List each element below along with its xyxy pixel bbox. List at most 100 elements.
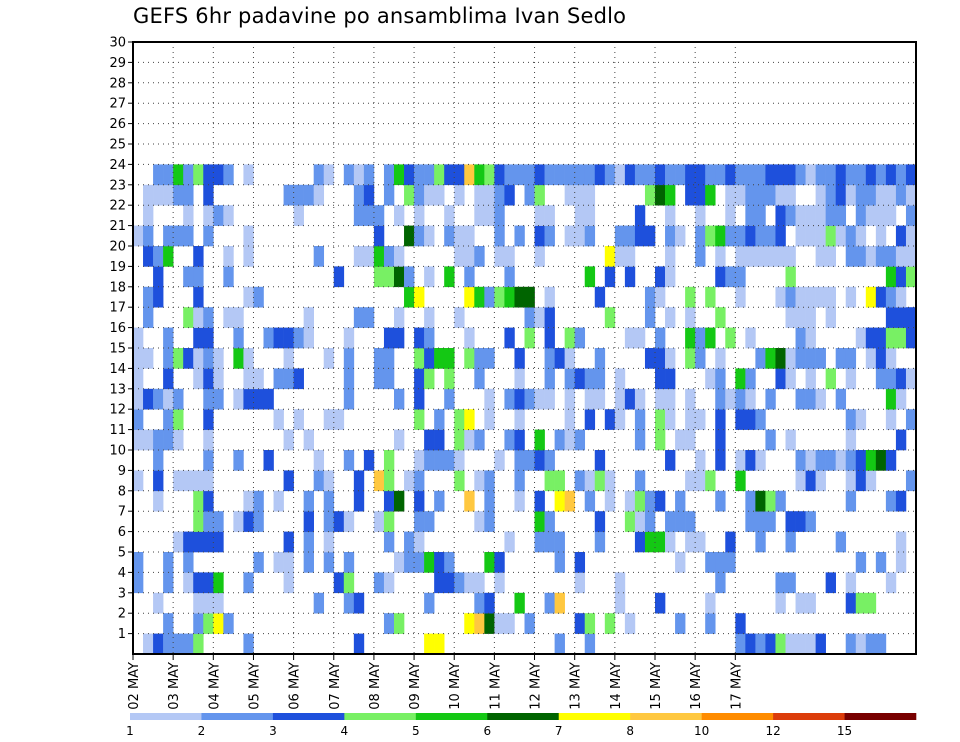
heatmap-cell	[644, 348, 656, 369]
heatmap-cell	[243, 572, 254, 594]
heatmap-cell	[855, 450, 867, 471]
heatmap-cell	[785, 368, 796, 390]
heatmap-cell	[383, 531, 395, 553]
heatmap-cell	[604, 470, 616, 492]
heatmap-cell	[655, 368, 666, 390]
heatmap-cell	[253, 511, 264, 532]
heatmap-cell	[845, 368, 857, 390]
heatmap-cell	[263, 327, 274, 349]
heatmap-cell	[805, 286, 816, 308]
heatmap-cell	[554, 592, 565, 614]
heatmap-cell	[745, 388, 756, 410]
heatmap-cell	[845, 184, 857, 206]
heatmap-cell	[133, 368, 144, 390]
heatmap-cell	[143, 205, 154, 226]
heatmap-cell	[895, 531, 907, 553]
heatmap-cell	[173, 388, 184, 410]
heatmap-cell	[775, 246, 786, 267]
heatmap-cell	[584, 409, 596, 430]
heatmap-cell	[805, 388, 816, 410]
heatmap-cell	[183, 184, 194, 206]
heatmap-cell	[183, 572, 194, 594]
heatmap-cell	[133, 348, 144, 369]
heatmap-cell	[544, 205, 555, 226]
x-tick-label: 11 MAY	[488, 662, 503, 710]
heatmap-cell	[514, 592, 525, 614]
colorbar-label: 2	[198, 724, 206, 738]
heatmap-cell	[484, 592, 495, 614]
heatmap-cell	[655, 388, 666, 410]
heatmap-cell	[685, 470, 696, 492]
heatmap-cell	[685, 531, 696, 553]
x-tick-label: 13 MAY	[569, 662, 584, 710]
heatmap-cell	[524, 164, 535, 186]
heatmap-cell	[775, 348, 786, 369]
heatmap-cell	[424, 552, 435, 573]
heatmap-cell	[725, 225, 736, 247]
heatmap-cell	[173, 225, 184, 247]
heatmap-cell	[394, 490, 405, 512]
heatmap-cell	[785, 164, 796, 186]
heatmap-cell	[343, 592, 355, 614]
heatmap-cell	[905, 205, 917, 226]
heatmap-cell	[584, 470, 596, 492]
heatmap-cell	[213, 388, 224, 410]
heatmap-cell	[584, 613, 596, 634]
heatmap-cell	[383, 246, 395, 267]
heatmap-cell	[705, 470, 716, 492]
heatmap-cell	[363, 307, 375, 328]
heatmap-cell	[133, 429, 144, 451]
heatmap-cell	[725, 184, 736, 206]
heatmap-cell	[614, 225, 626, 247]
heatmap-cell	[404, 286, 415, 308]
heatmap-cell	[755, 409, 766, 430]
heatmap-cell	[173, 633, 184, 655]
heatmap-cell	[383, 470, 395, 492]
heatmap-cell	[594, 470, 606, 492]
heatmap-cell	[434, 450, 445, 471]
heatmap-cell	[554, 348, 565, 369]
heatmap-cell	[865, 246, 877, 267]
heatmap-cell	[474, 429, 485, 451]
heatmap-cell	[383, 490, 395, 512]
heatmap-cell	[534, 429, 545, 451]
heatmap-cell	[544, 286, 555, 308]
heatmap-cell	[705, 286, 716, 308]
heatmap-cell	[504, 531, 515, 553]
heatmap-cell	[765, 511, 776, 532]
heatmap-cell	[634, 327, 646, 349]
heatmap-cell	[263, 388, 274, 410]
heatmap-cell	[464, 266, 475, 288]
heatmap-cell	[655, 592, 666, 614]
y-tick-label: 4	[118, 566, 126, 581]
heatmap-cell	[394, 205, 405, 226]
heatmap-cell	[614, 409, 626, 430]
heatmap-cell	[163, 368, 174, 390]
heatmap-cell	[594, 388, 606, 410]
heatmap-cell	[183, 266, 194, 288]
heatmap-cell	[715, 164, 726, 186]
heatmap-cell	[243, 388, 254, 410]
heatmap-cell	[223, 266, 234, 288]
heatmap-cell	[835, 184, 847, 206]
heatmap-cell	[213, 592, 224, 614]
heatmap-cell	[484, 286, 495, 308]
heatmap-cell	[484, 388, 495, 410]
heatmap-cell	[424, 450, 435, 471]
heatmap-cell	[464, 327, 475, 349]
heatmap-cell	[474, 368, 485, 390]
heatmap-cell	[534, 490, 545, 512]
heatmap-cell	[303, 184, 314, 206]
heatmap-cell	[474, 164, 485, 186]
heatmap-cell	[905, 470, 917, 492]
heatmap-cell	[504, 388, 515, 410]
heatmap-cell	[815, 470, 826, 492]
heatmap-cell	[163, 388, 174, 410]
heatmap-cell	[875, 327, 887, 349]
heatmap-cell	[695, 225, 706, 247]
heatmap-cell	[735, 164, 746, 186]
heatmap-cell	[534, 184, 545, 206]
heatmap-cell	[895, 552, 907, 573]
heatmap-cell	[865, 205, 877, 226]
heatmap-cell	[725, 266, 736, 288]
